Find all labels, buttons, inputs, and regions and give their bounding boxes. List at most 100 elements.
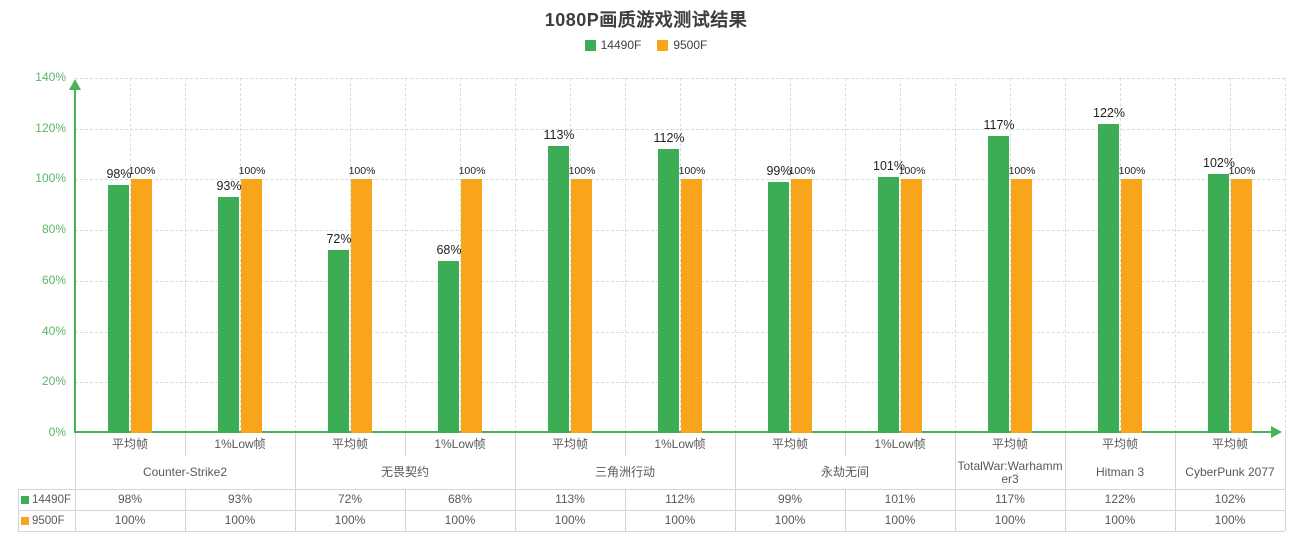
table-border [18, 489, 1285, 490]
bar [438, 260, 459, 433]
bar-value-label: 100% [678, 165, 706, 178]
table-cell: 99% [777, 492, 803, 506]
y-tick-label: 100% [35, 171, 66, 186]
bar-value-label: 100% [128, 165, 156, 178]
y-tick-label: 80% [41, 222, 66, 237]
bar-value-label: 112% [653, 131, 685, 145]
bar-value-label: 122% [1093, 105, 1125, 120]
table-border [735, 433, 736, 531]
bar-value-label: 99% [766, 163, 792, 178]
bar-value-label: 113% [543, 128, 575, 143]
x-gridline [240, 78, 241, 433]
table-cell: 100% [664, 513, 696, 527]
category-label: 平均帧 [551, 437, 588, 451]
group-label: Hitman 3 [1095, 465, 1145, 479]
table-border [625, 433, 626, 456]
table-cell: 100% [1214, 513, 1246, 527]
series-name: 9500F [32, 514, 65, 527]
bar [988, 136, 1009, 433]
bar [878, 176, 899, 433]
table-cell: 113% [555, 492, 585, 506]
x-gridline [845, 78, 846, 433]
table-cell: 93% [227, 492, 253, 506]
bar-value-label: 100% [568, 165, 596, 178]
legend-swatch-icon [21, 495, 29, 504]
table-cell: 102% [1214, 492, 1246, 506]
legend-label: 9500F [673, 38, 708, 52]
bar [548, 146, 569, 433]
bar-value-label: 102% [1203, 156, 1235, 171]
x-gridline [1010, 78, 1011, 433]
bar-value-label: 100% [458, 165, 486, 178]
table-cell: 122% [1104, 492, 1136, 506]
category-label: 平均帧 [1211, 437, 1248, 451]
bar [571, 179, 592, 433]
table-border [955, 433, 956, 531]
table-border [295, 433, 296, 531]
bar [1208, 174, 1229, 433]
legend-swatch-icon [657, 39, 669, 51]
category-label: 1%Low帧 [874, 437, 926, 451]
table-row-header: 14490F [18, 489, 75, 510]
category-label: 平均帧 [331, 437, 368, 451]
x-gridline [625, 78, 626, 433]
table-border [405, 433, 406, 456]
table-cell: 100% [554, 513, 586, 527]
table-cell: 112% [665, 492, 695, 506]
table-border [18, 531, 1285, 532]
table-cell: 100% [224, 513, 256, 527]
group-label: 永劫无间 [820, 465, 869, 479]
x-gridline [735, 78, 736, 433]
category-label: 平均帧 [1101, 437, 1138, 451]
group-label: CyberPunk 2077 [1185, 465, 1275, 479]
x-gridline [130, 78, 131, 433]
group-label: TotalWar:Warhammer3 [957, 458, 1063, 486]
bar [461, 179, 482, 433]
bar-value-label: 100% [348, 165, 376, 178]
table-border [185, 433, 186, 456]
bar [218, 197, 239, 433]
x-gridline [515, 78, 516, 433]
bar [681, 179, 702, 433]
category-label: 1%Low帧 [434, 437, 486, 451]
legend: 14490F 9500F [0, 38, 1292, 52]
x-gridline [1175, 78, 1176, 433]
table-border [1065, 433, 1066, 531]
table-cell: 100% [114, 513, 146, 527]
table-cell: 100% [1104, 513, 1136, 527]
x-gridline [1285, 78, 1286, 433]
table-row-header: 9500F [18, 510, 75, 531]
bar-value-label: 98% [106, 166, 132, 181]
bar [791, 179, 812, 433]
x-gridline [405, 78, 406, 433]
x-gridline [460, 78, 461, 433]
category-label: 平均帧 [111, 437, 148, 451]
table-cell: 98% [117, 492, 143, 506]
bar-value-label: 100% [1228, 165, 1256, 178]
bar [1231, 179, 1252, 433]
legend-swatch-icon [21, 516, 29, 525]
bar [1098, 123, 1119, 433]
group-label: 无畏契约 [380, 465, 429, 479]
x-gridline [790, 78, 791, 433]
group-label: Counter-Strike2 [142, 465, 228, 479]
y-axis [74, 90, 76, 433]
x-gridline [185, 78, 186, 433]
x-gridline [1065, 78, 1066, 433]
x-gridline [680, 78, 681, 433]
x-axis-arrow-icon [1271, 426, 1282, 438]
table-cell: 100% [334, 513, 366, 527]
bar [131, 179, 152, 433]
bar-value-label: 100% [1008, 165, 1036, 178]
bar [768, 181, 789, 433]
bar-value-label: 100% [788, 165, 816, 178]
x-gridline [955, 78, 956, 433]
bar [351, 179, 372, 433]
y-tick-label: 20% [41, 374, 66, 389]
table-cell: 72% [337, 492, 363, 506]
category-label: 平均帧 [991, 437, 1028, 451]
bar [328, 250, 349, 433]
bar-value-label: 101% [873, 158, 905, 173]
table-border [515, 433, 516, 531]
